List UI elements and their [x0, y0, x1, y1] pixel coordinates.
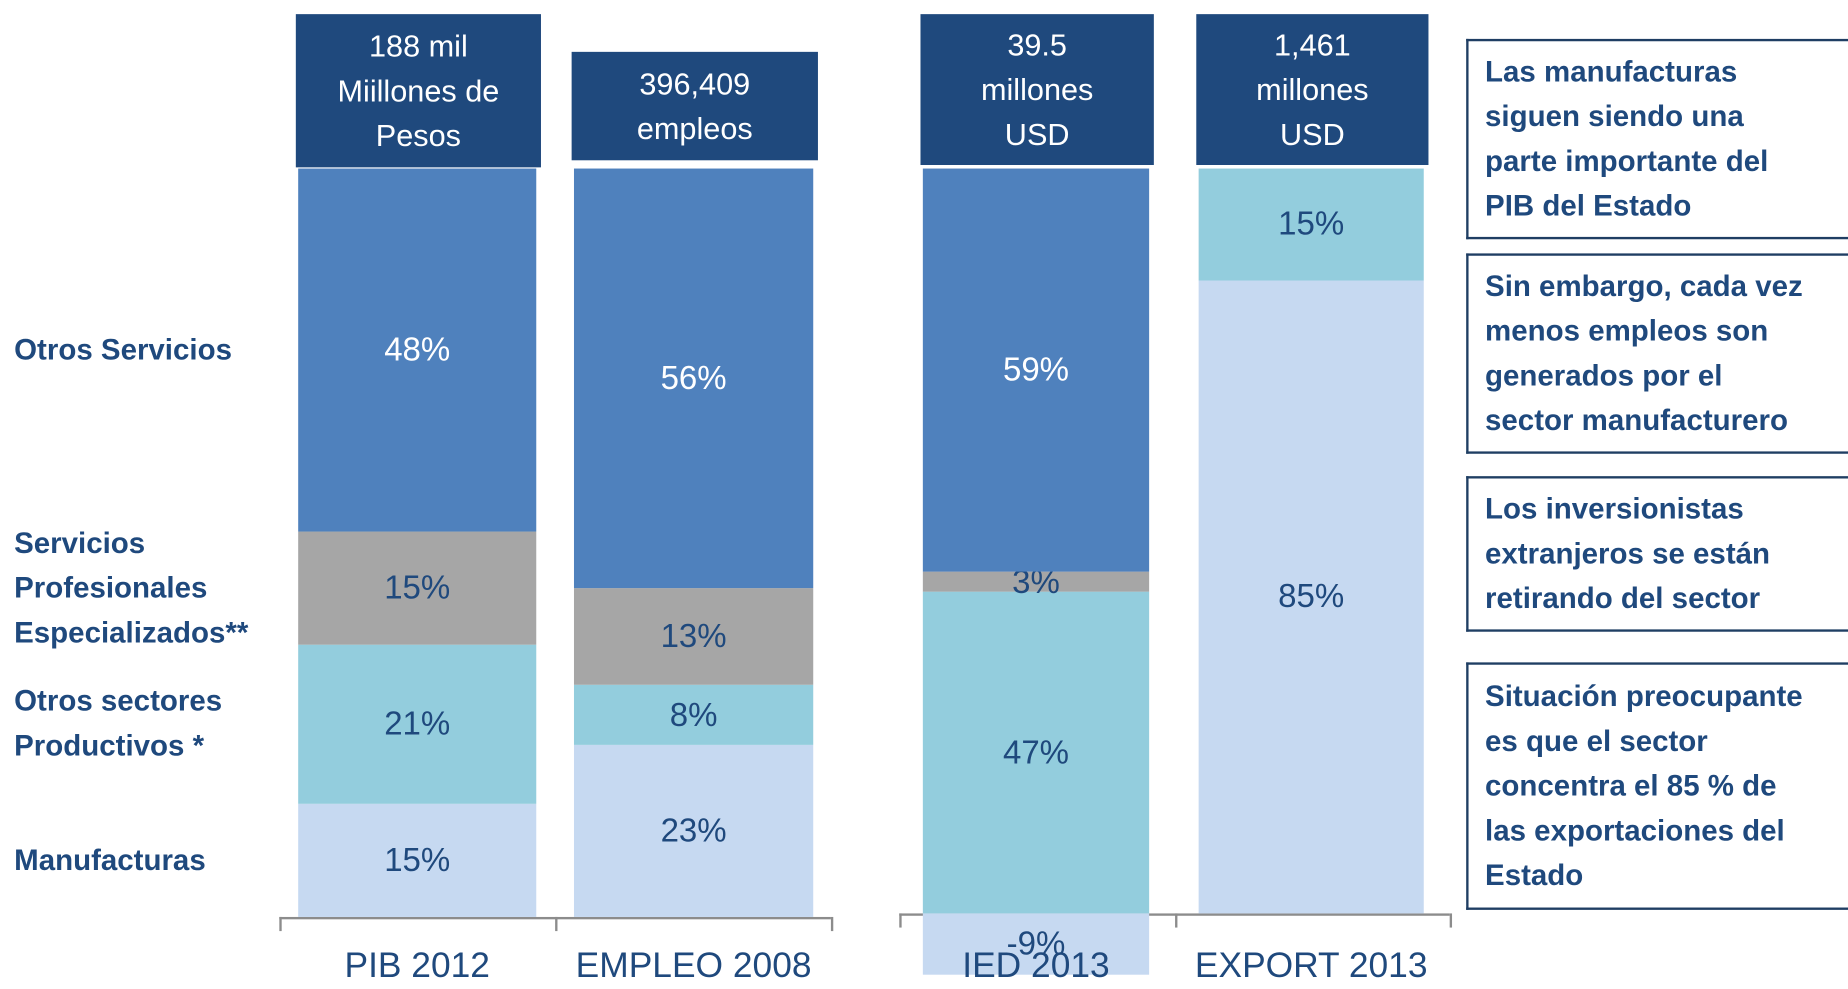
bar-segment: [922, 168, 1150, 572]
bar-segment: [573, 168, 814, 588]
x-tick-label: PIB 2012: [344, 946, 490, 986]
header-box: 39.5 millones USD: [920, 14, 1154, 166]
legend-label: Otros sectores Productivos *: [14, 685, 223, 764]
value-label: 48%: [384, 331, 451, 368]
value-label: 15%: [384, 569, 451, 606]
axis-tick: [1174, 913, 1177, 928]
bar-segment: [573, 744, 814, 917]
value-label: 47%: [1002, 733, 1070, 771]
x-tick-label: IED 2013: [962, 946, 1110, 986]
axis-line: [279, 916, 831, 920]
axis-tick: [555, 916, 558, 932]
value-label: 15%: [1278, 205, 1345, 243]
bar-segment: [1198, 280, 1424, 914]
axis-tick: [1449, 913, 1453, 928]
note-box: Las manufacturas siguen siendo una parte…: [1466, 38, 1848, 240]
bar-segment: [298, 644, 537, 804]
bar-segment: [922, 571, 1150, 593]
header-box: 396,409 empleos: [571, 51, 818, 161]
bar-segment: [922, 592, 1150, 914]
legend-label: Servicios Profesionales Especializados**: [14, 526, 249, 650]
bar-segment: [573, 587, 814, 685]
note-box: Situación preocupante es que el sector c…: [1466, 662, 1848, 910]
header-box: 1,461 millones USD: [1196, 14, 1429, 166]
value-label: 13%: [660, 617, 727, 654]
axis-tick: [899, 913, 902, 928]
value-label: 15%: [384, 841, 451, 878]
x-tick-label: EMPLEO 2008: [575, 946, 812, 986]
bar-segment: [298, 803, 537, 917]
value-label: 59%: [1002, 351, 1070, 388]
bar-segment: [298, 168, 537, 532]
value-label: -9%: [1006, 925, 1066, 962]
legend-label: Manufacturas: [14, 843, 206, 877]
axis-tick: [830, 916, 834, 932]
legend-label: Otros Servicios: [14, 333, 232, 367]
bar-segment: [298, 531, 537, 645]
value-label: 21%: [384, 705, 451, 742]
x-tick-label: EXPORT 2013: [1194, 946, 1428, 986]
bar-segment: [922, 913, 1150, 975]
value-label: 8%: [669, 696, 718, 733]
axis-tick: [279, 916, 282, 932]
note-box: Los inversionistas extranjeros se están …: [1466, 476, 1848, 632]
value-label: 56%: [660, 359, 727, 396]
bar-segment: [1198, 168, 1424, 281]
value-label: 85%: [1278, 577, 1345, 615]
header-box: 188 mil Miillones de Pesos: [295, 14, 541, 168]
bar-segment: [573, 684, 814, 745]
value-label: 23%: [660, 812, 727, 849]
note-box: Sin embargo, cada vez menos empleos son …: [1466, 253, 1848, 454]
